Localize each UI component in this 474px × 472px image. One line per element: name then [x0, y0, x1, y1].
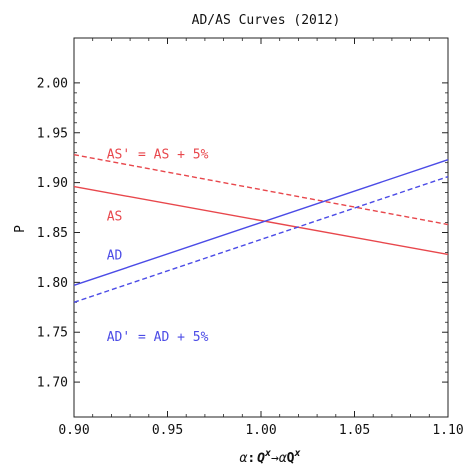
y-tick-label: 1.75 — [37, 326, 68, 341]
series-line-ad-shift — [73, 175, 449, 303]
series-line-as-shift — [73, 154, 449, 226]
x-label-q1: Q — [257, 451, 265, 466]
x-label-alpha2: α — [279, 451, 287, 466]
series-line-as — [73, 185, 449, 256]
chart-title: AD/AS Curves (2012) — [192, 13, 341, 28]
plot-border — [73, 37, 449, 418]
x-tick-label: 0.95 — [152, 423, 183, 438]
y-tick-label: 1.80 — [37, 276, 68, 291]
annotation-ad-shift-label: AD' = AD + 5% — [107, 330, 209, 345]
y-tick-label: 1.85 — [37, 226, 68, 241]
x-label-sup1: x — [264, 448, 271, 459]
x-axis-ticks: 0.90 0.95 1.00 1.05 1.10 — [58, 38, 464, 438]
annotation-ad-label: AD — [107, 248, 123, 263]
x-tick-label: 0.90 — [58, 423, 89, 438]
y-axis-ticks: 1.70 1.75 1.80 1.85 1.90 1.95 2.00 — [37, 76, 448, 391]
x-tick-label: 1.10 — [432, 423, 463, 438]
plot-frame — [73, 37, 449, 418]
annotation-layer: AS' = AS + 5% AS AD AD' = AD + 5% — [107, 148, 209, 346]
x-label-sup2: x — [293, 448, 300, 459]
y-tick-label: 1.70 — [37, 376, 68, 391]
x-label-sep: : — [247, 451, 255, 466]
y-tick-label: 1.90 — [37, 176, 68, 191]
x-tick-label: 1.00 — [245, 423, 276, 438]
x-label-q2: Q — [287, 451, 295, 466]
x-tick-label: 1.05 — [339, 423, 370, 438]
annotation-as-shift-label: AS' = AS + 5% — [107, 148, 209, 163]
y-tick-label: 2.00 — [37, 76, 68, 91]
y-tick-label: 1.95 — [37, 126, 68, 141]
annotation-as-label: AS — [107, 210, 123, 225]
y-axis-label: P — [13, 225, 28, 233]
x-label-arrow: → — [271, 451, 279, 466]
x-label-alpha: α — [239, 451, 247, 466]
series-layer — [73, 154, 449, 303]
x-axis-label: α: Qx→αQx — [239, 448, 300, 466]
series-line-ad — [73, 159, 449, 287]
